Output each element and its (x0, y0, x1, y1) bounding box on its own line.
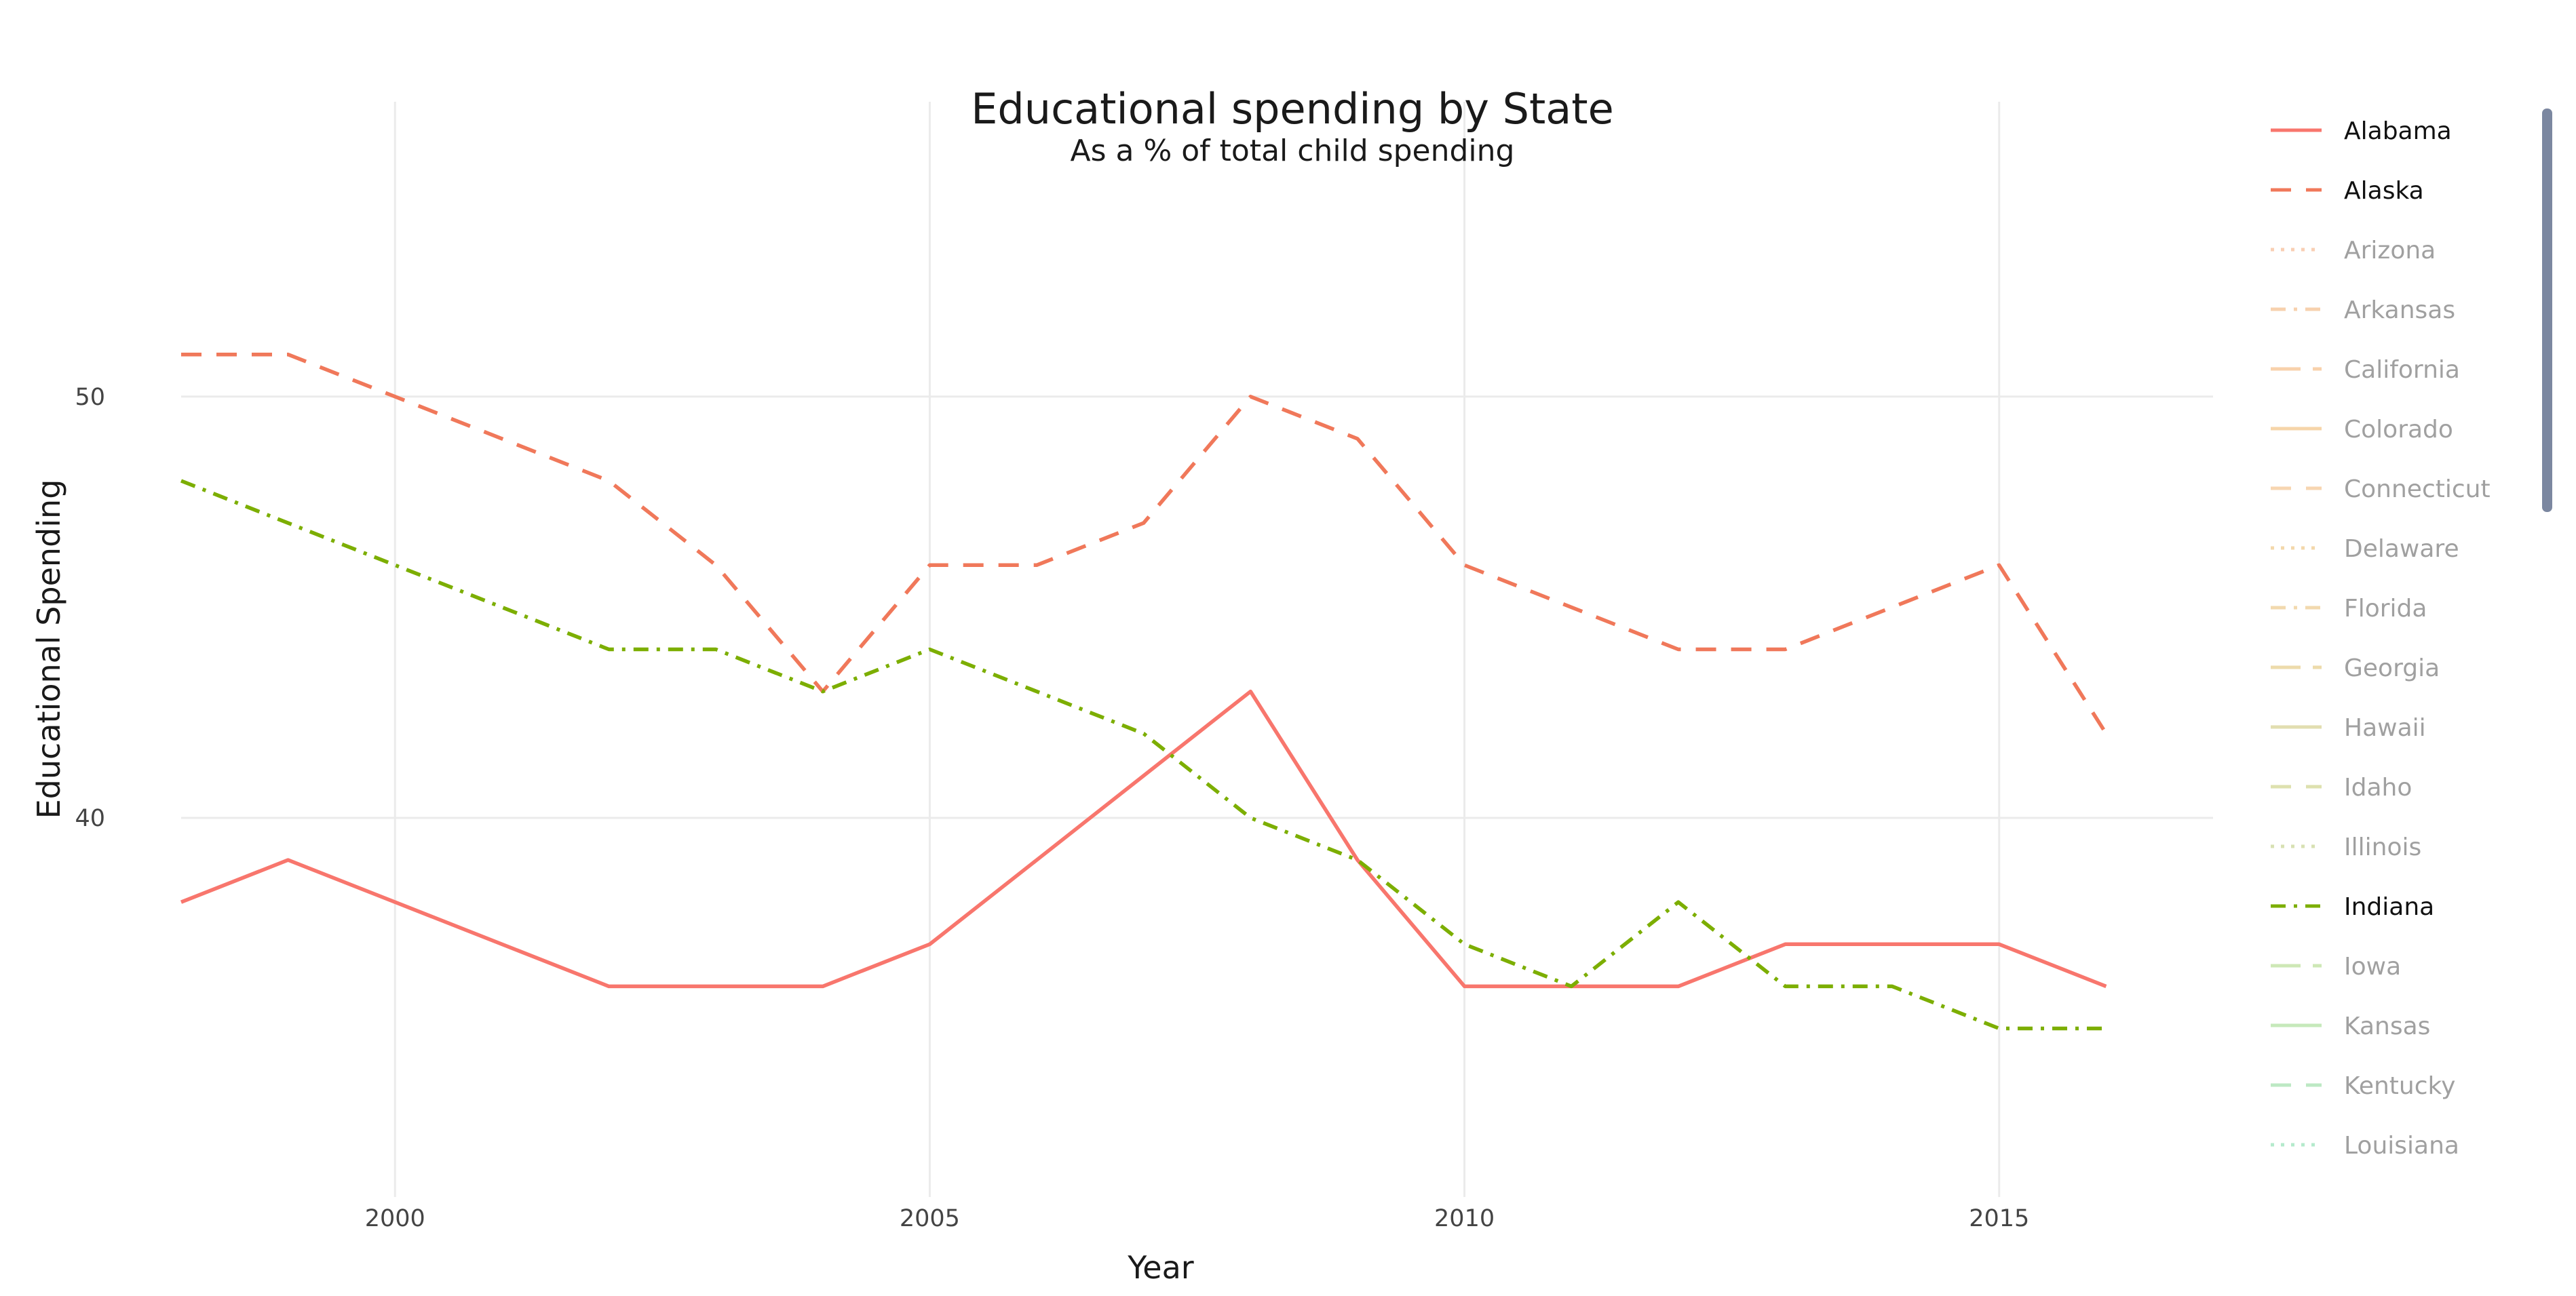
legend-item-florida[interactable]: Florida (2271, 595, 2427, 623)
legend-item-iowa[interactable]: Iowa (2271, 953, 2401, 981)
x-tick-label: 2015 (1969, 1205, 2029, 1232)
legend-item-alabama[interactable]: Alabama (2271, 117, 2452, 145)
x-tick-label: 2000 (365, 1205, 425, 1232)
legend-label: Hawaii (2344, 714, 2426, 742)
plot-series (180, 352, 2108, 1031)
legend-label: Colorado (2344, 416, 2453, 444)
chart-subtitle: As a % of total child spending (1071, 134, 1515, 168)
series-line-alaska[interactable] (181, 352, 2108, 735)
legend[interactable]: Alabama Alaska Arizona Arkansas California Co… (2271, 117, 2491, 1219)
legend-item-connecticut[interactable]: Connecticut (2271, 475, 2491, 503)
legend-label: Indiana (2344, 893, 2434, 921)
legend-item-illinois[interactable]: Illinois (2271, 833, 2421, 861)
legend-item-arizona[interactable]: Arizona (2271, 237, 2436, 264)
legend-label: Delaware (2344, 535, 2459, 563)
legend-item-colorado[interactable]: Colorado (2271, 416, 2453, 444)
legend-label: Arizona (2344, 237, 2436, 264)
grid-lines (181, 102, 2213, 1197)
legend-label: Arkansas (2344, 296, 2455, 324)
legend-label: Louisiana (2344, 1132, 2459, 1160)
legend-label: California (2344, 356, 2460, 384)
x-axis-title: Year (1127, 1249, 1193, 1286)
series-line-alabama[interactable] (180, 689, 2107, 989)
legend-item-kansas[interactable]: Kansas (2271, 1013, 2430, 1040)
legend-label: Maine (2344, 1192, 2417, 1219)
chart-title: Educational spending by State (971, 84, 1614, 134)
legend-label: Georgia (2344, 654, 2440, 682)
legend-item-maine[interactable]: Maine (2271, 1192, 2417, 1219)
x-tick-label: 2010 (1434, 1205, 1495, 1232)
legend-label: Alaska (2344, 177, 2424, 205)
legend-item-hawaii[interactable]: Hawaii (2271, 714, 2426, 742)
legend-item-georgia[interactable]: Georgia (2271, 654, 2440, 682)
legend-item-indiana[interactable]: Indiana (2271, 893, 2434, 921)
x-axis-ticks: 2000 2005 2010 2015 (365, 1205, 2030, 1232)
legend-label: Connecticut (2344, 475, 2491, 503)
legend-label: Iowa (2344, 953, 2401, 981)
legend-label: Illinois (2344, 833, 2421, 861)
x-tick-label: 2005 (900, 1205, 960, 1232)
legend-label: Florida (2344, 595, 2427, 623)
series-line-indiana[interactable] (180, 479, 2107, 1031)
legend-item-delaware[interactable]: Delaware (2271, 535, 2459, 563)
legend-item-idaho[interactable]: Idaho (2271, 774, 2412, 802)
y-tick-label: 50 (75, 384, 105, 411)
legend-item-louisiana[interactable]: Louisiana (2271, 1132, 2459, 1160)
legend-label: Kansas (2344, 1013, 2430, 1040)
legend-item-kentucky[interactable]: Kentucky (2271, 1072, 2455, 1100)
y-axis-ticks: 40 50 (75, 384, 105, 832)
y-axis-title: Educational Spending (31, 479, 67, 819)
legend-item-california[interactable]: California (2271, 356, 2460, 384)
legend-item-arkansas[interactable]: Arkansas (2271, 296, 2455, 324)
legend-label: Kentucky (2344, 1072, 2455, 1100)
legend-label: Alabama (2344, 117, 2452, 145)
legend-label: Idaho (2344, 774, 2412, 802)
legend-item-alaska[interactable]: Alaska (2271, 177, 2424, 205)
y-tick-label: 40 (75, 805, 105, 832)
legend-scrollbar-thumb[interactable] (2542, 109, 2552, 512)
